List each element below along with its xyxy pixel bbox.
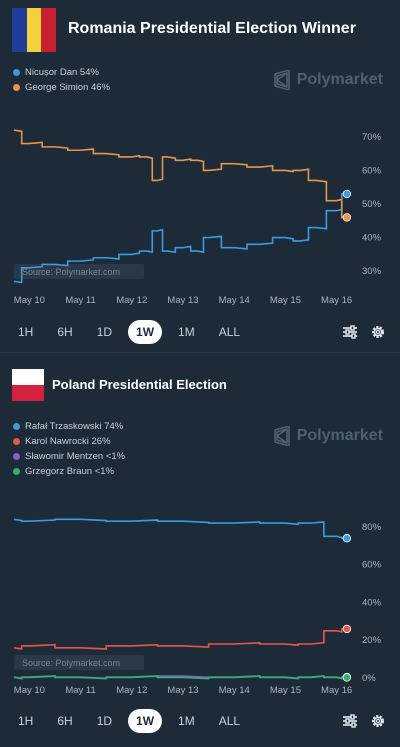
source-text: Source: Polymarket.com (22, 658, 120, 668)
legend-dot-purple (13, 453, 20, 460)
romania-price-chart[interactable]: 30% 40% 50% 60% 70% Source: Polymarket.com May… (0, 110, 400, 310)
x-tick-label: May 10 (14, 295, 45, 306)
gear-icon[interactable] (370, 713, 386, 729)
range-1h-button[interactable]: 1H (18, 714, 34, 728)
legend-dot-orange (13, 84, 20, 91)
x-tick-label: May 14 (219, 685, 250, 696)
chart-controls (330, 713, 386, 729)
x-tick-label: May 14 (219, 295, 250, 306)
polymarket-watermark: Polymarket (273, 426, 383, 446)
x-tick-label: May 13 (167, 685, 198, 696)
legend-label: Grzegorz Braun <1% (25, 466, 114, 477)
y-tick-label: 60% (362, 165, 382, 176)
series-line (13, 129, 347, 219)
range-1d-button[interactable]: 1D (96, 325, 113, 339)
x-tick-label: May 13 (167, 295, 198, 306)
range-1w-button[interactable]: 1W (128, 320, 163, 344)
chart-legend: Nicușor Dan 54% George Simion 46% (13, 65, 110, 95)
series-endpoint (342, 189, 352, 199)
source-text: Source: Polymarket.com (22, 267, 120, 277)
range-6h-button[interactable]: 6H (57, 714, 73, 728)
legend-item-nawrocki: Karol Nawrocki 26% (13, 434, 125, 449)
x-tick-label: May 10 (14, 685, 45, 696)
y-tick-label: 70% (362, 132, 382, 143)
source-label: Source: Polymarket.com (14, 264, 144, 279)
legend-label: Sławomir Mentzen <1% (25, 451, 126, 462)
poland-price-chart[interactable]: 0% 20% 40% 60% 80% Source: Polymarket.com May … (0, 503, 400, 703)
x-tick-label: May 15 (270, 295, 301, 306)
x-tick-label: May 16 (321, 685, 352, 696)
legend-item-dan: Nicușor Dan 54% (13, 65, 110, 80)
series-line (13, 675, 347, 680)
range-1d-button[interactable]: 1D (96, 714, 113, 728)
range-all-button[interactable]: ALL (218, 714, 241, 728)
legend-label: Nicușor Dan 54% (25, 67, 99, 78)
sliders-icon[interactable] (342, 324, 358, 340)
series-endpoint (342, 673, 352, 682)
legend-label: George Simion 46% (25, 82, 111, 93)
x-tick-label: May 12 (116, 295, 147, 306)
legend-label: Rafał Trzaskowski 74% (25, 421, 124, 432)
y-tick-label: 20% (362, 635, 382, 646)
legend-item-simion: George Simion 46% (13, 80, 110, 95)
polymarket-logo-icon (273, 426, 290, 446)
poland-flag-icon (12, 369, 44, 401)
series-line (13, 193, 347, 284)
x-tick-label: May 15 (270, 685, 301, 696)
chart-legend: Rafał Trzaskowski 74% Karol Nawrocki 26%… (13, 419, 125, 479)
y-tick-label: 80% (362, 522, 382, 533)
card-divider (0, 352, 400, 353)
watermark-text: Polymarket (296, 427, 383, 444)
romania-market-card: Romania Presidential Election Winner Nic… (0, 0, 400, 352)
range-1h-button[interactable]: 1H (18, 325, 34, 339)
watermark-text: Polymarket (296, 71, 383, 88)
legend-item-mentzen: Sławomir Mentzen <1% (13, 449, 125, 464)
time-range-selector: 1H 6H 1D 1W 1M ALL (10, 320, 256, 344)
series-line (13, 628, 347, 650)
y-tick-label: 30% (362, 266, 382, 277)
legend-item-trzaskowski: Rafał Trzaskowski 74% (13, 419, 125, 434)
page-title: Poland Presidential Election (52, 377, 227, 392)
poland-market-card: Poland Presidential Election Rafał Trzas… (0, 353, 400, 747)
source-label: Source: Polymarket.com (14, 655, 144, 670)
y-tick-label: 60% (362, 560, 382, 571)
gear-icon[interactable] (370, 324, 386, 340)
x-tick-label: May 12 (116, 685, 147, 696)
legend-dot-green (13, 468, 20, 475)
series-line (13, 518, 347, 540)
legend-item-braun: Grzegorz Braun <1% (13, 464, 125, 479)
legend-dot-blue (13, 423, 20, 430)
range-1m-button[interactable]: 1M (178, 714, 195, 728)
legend-dot-red (13, 438, 20, 445)
x-tick-label: May 11 (65, 685, 95, 696)
polymarket-logo-icon (273, 70, 290, 90)
range-all-button[interactable]: ALL (218, 325, 241, 339)
sliders-icon[interactable] (342, 713, 358, 729)
range-6h-button[interactable]: 6H (57, 325, 73, 339)
y-tick-label: 0% (362, 673, 376, 684)
y-tick-label: 40% (362, 233, 382, 244)
series-endpoint (342, 624, 352, 634)
series-endpoint (342, 534, 352, 543)
time-range-selector: 1H 6H 1D 1W 1M ALL (10, 709, 256, 733)
page-title: Romania Presidential Election Winner (68, 20, 356, 37)
range-1w-button[interactable]: 1W (128, 709, 163, 733)
polymarket-watermark: Polymarket (273, 70, 383, 90)
y-tick-label: 40% (362, 597, 382, 608)
x-tick-label: May 11 (65, 295, 95, 306)
legend-label: Karol Nawrocki 26% (25, 436, 111, 447)
legend-dot-blue (13, 69, 20, 76)
series-endpoint (342, 213, 352, 222)
range-1m-button[interactable]: 1M (178, 325, 195, 339)
x-tick-label: May 16 (321, 295, 352, 306)
y-tick-label: 50% (362, 199, 382, 210)
romania-flag-icon (12, 8, 56, 52)
chart-controls (330, 324, 386, 340)
